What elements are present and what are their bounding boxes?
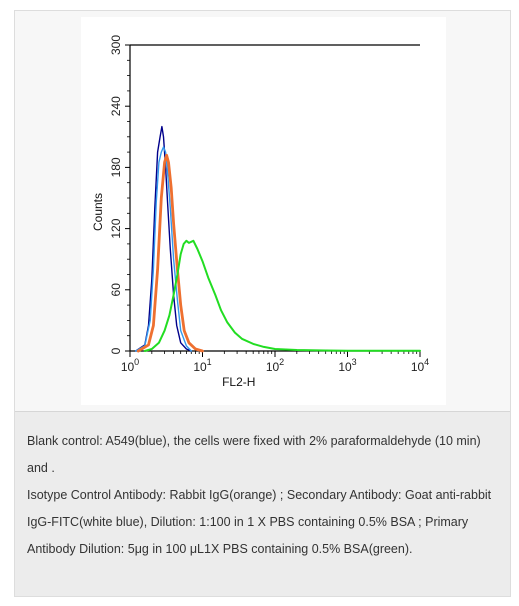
histogram-series-3 <box>136 153 204 353</box>
figure-caption: Blank control: A549(blue), the cells wer… <box>15 411 510 596</box>
x-tick-label: 104 <box>411 357 429 374</box>
x-tick-label: 103 <box>338 357 356 374</box>
chart-axes: 0 60 120 180 240 300 100 101 102 103 104 <box>109 35 429 374</box>
y-tick-label: 300 <box>109 35 123 55</box>
y-tick-label: 0 <box>109 347 123 354</box>
chart-series <box>135 125 421 353</box>
caption-blank-control: Blank control: A549(blue), the cells wer… <box>27 434 481 475</box>
chart-container: 0 60 120 180 240 300 100 101 102 103 104 Counts FL… <box>81 17 446 405</box>
x-axis-label: FL2-H <box>222 375 255 389</box>
y-tick-label: 120 <box>109 218 123 238</box>
figure-card: 0 60 120 180 240 300 100 101 102 103 104 Counts FL… <box>14 10 511 597</box>
y-tick-label: 60 <box>109 283 123 297</box>
caption-antibody-details: Isotype Control Antibody: Rabbit IgG(ora… <box>27 488 492 556</box>
histogram-series-2 <box>135 146 192 352</box>
y-tick-label: 180 <box>109 157 123 177</box>
histogram-series-4 <box>143 239 421 352</box>
y-tick-label: 240 <box>109 96 123 116</box>
x-tick-label: 101 <box>193 357 211 374</box>
histogram-series-1 <box>135 125 192 352</box>
figure-panel: 0 60 120 180 240 300 100 101 102 103 104 Counts FL… <box>15 11 510 411</box>
x-tick-label: 100 <box>121 357 139 374</box>
y-axis-label: Counts <box>91 193 105 231</box>
x-tick-label: 102 <box>266 357 284 374</box>
histogram-chart: 0 60 120 180 240 300 100 101 102 103 104 Counts FL… <box>91 35 429 389</box>
